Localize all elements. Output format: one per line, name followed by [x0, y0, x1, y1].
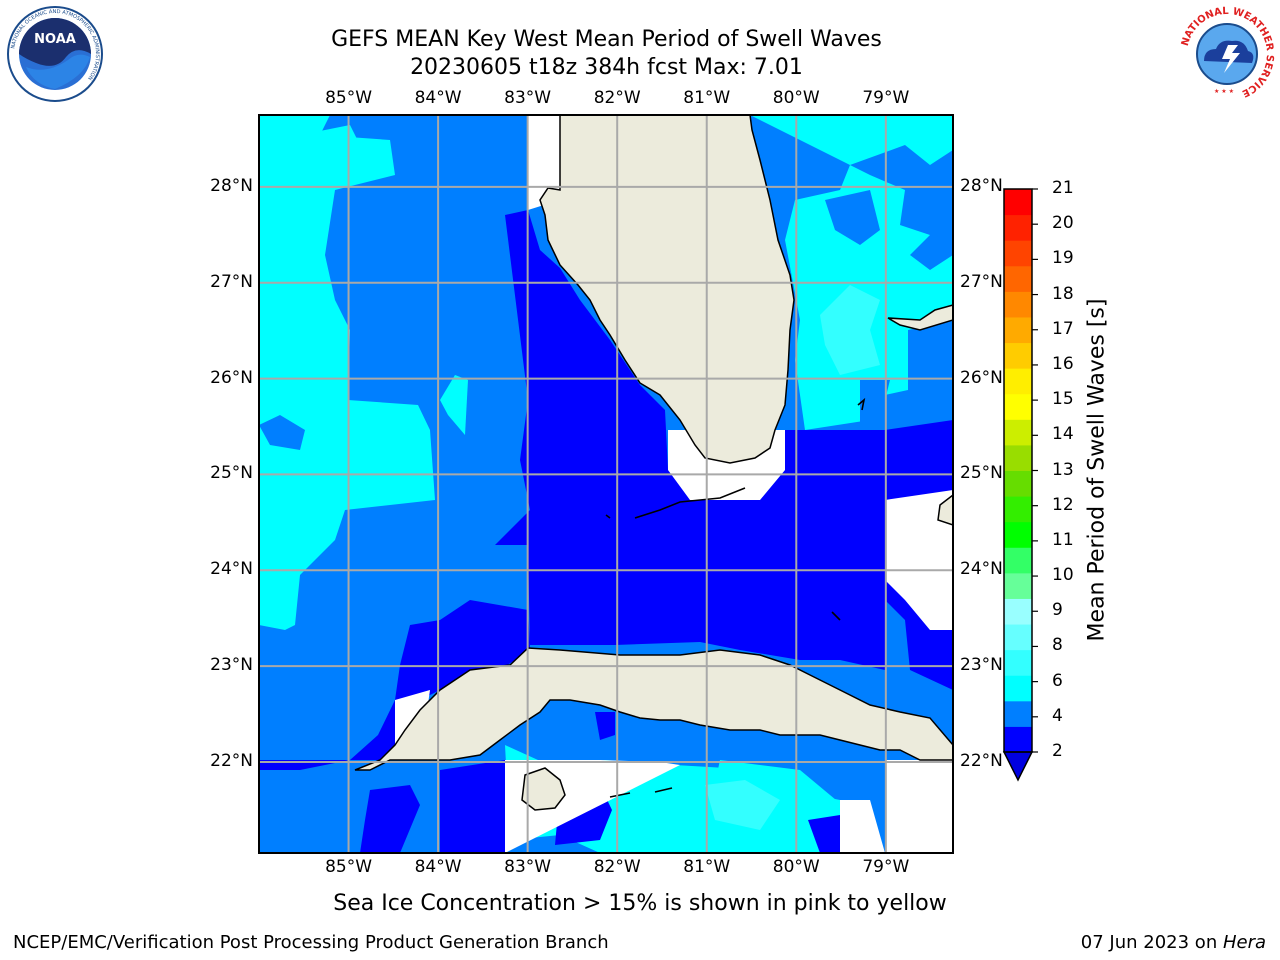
lat-tick-label-right: 28°N [960, 175, 1003, 196]
lat-tick-label-right: 27°N [960, 271, 1003, 292]
colorbar-tick-label: 10 [1052, 565, 1074, 586]
lat-tick-label-right: 24°N [960, 559, 1003, 580]
colorbar-swatch [1004, 342, 1032, 369]
dark-blue-swell-region [259, 210, 953, 853]
colorbar-tick-label: 13 [1052, 459, 1074, 480]
lat-tick-label-left: 24°N [210, 559, 253, 580]
colorbar-tick-label: 6 [1052, 670, 1063, 691]
colorbar-swatch [1004, 598, 1032, 625]
lon-tick-label-top: 80°W [772, 88, 820, 108]
lat-tick-label-right: 23°N [960, 655, 1003, 676]
colorbar-swatch [1004, 726, 1032, 753]
colorbar-tick-label: 17 [1052, 318, 1074, 339]
lon-tick-label-top: 82°W [593, 88, 641, 108]
map-border [258, 114, 954, 854]
lon-tick-label-top: 84°W [414, 88, 462, 108]
colorbar-tick-label: 2 [1052, 741, 1063, 761]
colorbar-swatch [1004, 368, 1032, 395]
svg-text:NOAA: NOAA [34, 32, 76, 47]
lat-tick-label-left: 22°N [210, 750, 253, 771]
colorbar-tick-label: 19 [1052, 248, 1074, 269]
colorbar-swatch [1004, 316, 1032, 344]
colorbar-swatch [1004, 393, 1032, 420]
isle-of-youth-land [521, 767, 566, 811]
colorbar-tick-label: 21 [1052, 178, 1074, 198]
colorbar-swatch [1004, 240, 1032, 267]
lon-tick-label-bot: 85°W [325, 857, 373, 877]
map-gridlines [259, 115, 953, 853]
colorbar-tick-label: 12 [1052, 494, 1074, 515]
florida-land [539, 114, 795, 464]
colorbar-tick-label: 18 [1052, 283, 1074, 304]
lon-tick-label-bot: 83°W [504, 857, 552, 877]
colorbar-swatch [1004, 649, 1032, 676]
colorbar-tick-label: 15 [1052, 389, 1074, 410]
lat-tick-label-right: 25°N [960, 463, 1003, 484]
colorbar-swatch [1004, 496, 1032, 523]
colorbar-label: Mean Period of Swell Waves [s] [1084, 298, 1110, 642]
lon-tick-label-top: 83°W [504, 88, 552, 108]
lon-tick-label-bot: 84°W [414, 857, 462, 877]
colorbar-swatch [1004, 291, 1032, 318]
keys-and-islets [605, 397, 866, 798]
nws-logo: NATIONAL WEATHER SERVICE ★ ★ ★ [1180, 6, 1275, 101]
lat-tick-label-left: 27°N [210, 271, 253, 292]
colorbar-swatch [1004, 572, 1032, 599]
lat-tick-label-left: 25°N [210, 463, 253, 484]
footer-date-text: 07 Jun 2023 on [1080, 932, 1223, 953]
lat-tick-label-right: 26°N [960, 367, 1003, 388]
colorbar-swatch [1004, 624, 1032, 651]
svg-text:★ ★ ★: ★ ★ ★ [1214, 88, 1234, 95]
chart-title: GEFS MEAN Key West Mean Period of Swell … [331, 27, 882, 52]
colorbar-swatch [1004, 521, 1032, 548]
chart-subtitle: 20230605 t18z 384h fcst Max: 7.01 [410, 55, 803, 80]
lon-tick-label-bot: 80°W [772, 857, 820, 877]
lat-tick-label-left: 23°N [210, 655, 253, 676]
noaa-logo: NOAA NATIONAL OCEANIC AND ATMOSPHERIC AD… [7, 6, 103, 102]
colorbar-tick-label: 9 [1052, 600, 1063, 621]
footer-machine: Hera [1222, 932, 1266, 953]
colorbar-swatch [1004, 700, 1032, 727]
bright-cyan-regions [705, 285, 880, 830]
lon-tick-label-top: 81°W [683, 88, 731, 108]
lat-tick-label-left: 26°N [210, 367, 253, 388]
lon-tick-label-bot: 82°W [593, 857, 641, 877]
footer-date: 07 Jun 2023 on Hera [1081, 932, 1266, 953]
colorbar-tick-label: 14 [1052, 424, 1074, 445]
lat-tick-label-left: 28°N [210, 175, 253, 196]
colorbar-swatch [1004, 547, 1032, 574]
colorbar [1002, 188, 1038, 782]
colorbar-swatch [1004, 419, 1032, 446]
colorbar-tick-label: 20 [1052, 213, 1074, 234]
blue-swell-regions [259, 190, 890, 450]
colorbar-swatch [1004, 470, 1032, 497]
colorbar-swatch [1004, 214, 1032, 241]
lon-tick-label-bot: 79°W [862, 857, 910, 877]
colorbar-swatch [1004, 265, 1032, 292]
lon-tick-label-top: 85°W [325, 88, 373, 108]
lon-tick-label-top: 79°W [862, 88, 910, 108]
colorbar-tick-label: 4 [1052, 705, 1063, 726]
colorbar-swatch [1004, 675, 1032, 702]
sea-ice-caption: Sea Ice Concentration > 15% is shown in … [333, 891, 947, 916]
colorbar-swatch [1004, 444, 1032, 471]
colorbar-tick-label: 16 [1052, 353, 1074, 374]
footer-branch: NCEP/EMC/Verification Post Processing Pr… [13, 932, 609, 953]
lat-tick-label-right: 22°N [960, 750, 1003, 771]
colorbar-swatch [1004, 189, 1032, 216]
colorbar-tick-label: 11 [1052, 529, 1074, 550]
colorbar-underflow-arrow [1002, 751, 1034, 782]
lon-tick-label-bot: 81°W [683, 857, 731, 877]
colorbar-tick-label: 8 [1052, 635, 1063, 656]
land-masses [354, 114, 954, 811]
